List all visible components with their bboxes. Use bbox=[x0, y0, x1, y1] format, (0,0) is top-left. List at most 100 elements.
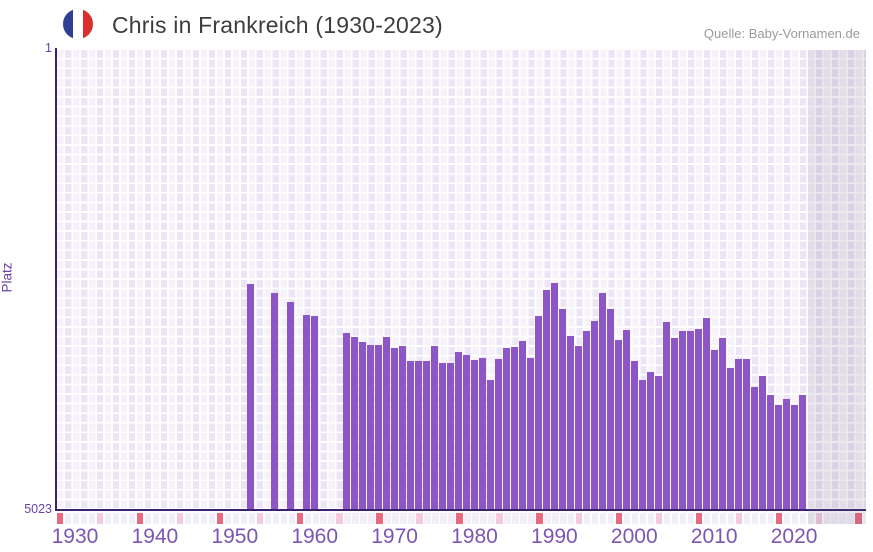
strip-cell-2012 bbox=[727, 513, 735, 524]
strip-cell-1973 bbox=[416, 513, 423, 524]
bar-1996[interactable] bbox=[598, 293, 606, 509]
bar-1973[interactable] bbox=[415, 361, 423, 509]
bar-1971[interactable] bbox=[399, 345, 407, 509]
bar-2013[interactable] bbox=[734, 358, 742, 509]
bar-2016[interactable] bbox=[758, 375, 766, 509]
bar-1952[interactable] bbox=[247, 284, 255, 509]
bar-2018[interactable] bbox=[774, 404, 782, 509]
bar-2009[interactable] bbox=[702, 317, 710, 509]
strip-cell-1957 bbox=[288, 513, 296, 524]
bar-1993[interactable] bbox=[574, 345, 582, 509]
bar-2006[interactable] bbox=[678, 330, 686, 509]
strip-cell-1969 bbox=[384, 513, 391, 524]
strip-cell-1953 bbox=[256, 513, 264, 524]
strip-cell-1959 bbox=[304, 513, 311, 524]
bar-1998[interactable] bbox=[614, 339, 622, 509]
bar-1970[interactable] bbox=[391, 348, 399, 509]
bar-2019[interactable] bbox=[782, 398, 790, 509]
strip-cell-1958 bbox=[296, 513, 304, 524]
bar-2004[interactable] bbox=[662, 322, 670, 509]
bar-2001[interactable] bbox=[638, 380, 646, 509]
bar-1972[interactable] bbox=[407, 360, 415, 509]
strip-cell-1937 bbox=[128, 513, 136, 524]
strip-cell-1955 bbox=[272, 513, 280, 524]
bar-1967[interactable] bbox=[367, 344, 375, 509]
x-tick-1930: 1930 bbox=[51, 525, 99, 548]
strip-cell-1930 bbox=[72, 513, 80, 524]
bar-1980[interactable] bbox=[470, 359, 478, 509]
bar-2010[interactable] bbox=[710, 350, 718, 509]
bar-2017[interactable] bbox=[766, 395, 774, 509]
bar-1978[interactable] bbox=[455, 352, 462, 509]
bar-1960[interactable] bbox=[311, 315, 319, 509]
bar-1997[interactable] bbox=[606, 309, 614, 509]
strip-cell-1938 bbox=[136, 513, 144, 524]
bar-1981[interactable] bbox=[478, 358, 486, 509]
strip-cell-1995 bbox=[591, 513, 599, 524]
bar-2011[interactable] bbox=[718, 338, 726, 509]
strip-cell-2016 bbox=[759, 513, 767, 524]
strip-cell-2005 bbox=[671, 513, 679, 524]
strip-cell-1989 bbox=[544, 513, 551, 524]
bar-1995[interactable] bbox=[590, 321, 598, 509]
bar-2000[interactable] bbox=[630, 360, 638, 509]
bar-1982[interactable] bbox=[486, 379, 494, 509]
bar-2014[interactable] bbox=[742, 359, 750, 509]
y-tick-top: 1 bbox=[45, 41, 52, 55]
bar-1955[interactable] bbox=[271, 293, 279, 509]
bar-1991[interactable] bbox=[558, 309, 566, 509]
france-flag-icon bbox=[63, 9, 93, 39]
bar-1975[interactable] bbox=[431, 345, 439, 509]
strip-cell-1971 bbox=[400, 513, 407, 524]
x-tick-2010: 2010 bbox=[690, 525, 738, 548]
bar-1977[interactable] bbox=[447, 363, 454, 509]
bar-1974[interactable] bbox=[423, 360, 431, 509]
bar-1979[interactable] bbox=[462, 355, 470, 509]
bar-1959[interactable] bbox=[303, 315, 311, 509]
bar-1957[interactable] bbox=[287, 301, 295, 509]
strip-cell-1932 bbox=[88, 513, 96, 524]
strip-cell-1943 bbox=[176, 513, 184, 524]
bar-1989[interactable] bbox=[542, 289, 550, 509]
bar-2012[interactable] bbox=[726, 367, 734, 509]
strip-cell-2022 bbox=[807, 513, 815, 524]
strip-cell-2021 bbox=[799, 513, 807, 524]
strip-cell-1945 bbox=[192, 513, 200, 524]
bar-1992[interactable] bbox=[566, 336, 574, 509]
bar-1969[interactable] bbox=[383, 337, 391, 509]
bar-1985[interactable] bbox=[510, 347, 518, 509]
bar-2003[interactable] bbox=[654, 375, 662, 509]
strip-cell-1983 bbox=[496, 513, 503, 524]
x-tick-2020: 2020 bbox=[770, 525, 818, 548]
bar-2008[interactable] bbox=[694, 328, 702, 509]
bar-2015[interactable] bbox=[750, 386, 758, 509]
bar-2002[interactable] bbox=[646, 371, 654, 509]
x-tick-1960: 1960 bbox=[291, 525, 339, 548]
bar-2005[interactable] bbox=[670, 337, 678, 509]
bar-1983[interactable] bbox=[494, 359, 502, 509]
bar-1987[interactable] bbox=[526, 358, 534, 509]
strip-cell-2014 bbox=[743, 513, 751, 524]
x-tick-1970: 1970 bbox=[371, 525, 418, 548]
bar-1986[interactable] bbox=[518, 341, 526, 509]
bar-2020[interactable] bbox=[790, 404, 798, 509]
bar-1984[interactable] bbox=[502, 348, 510, 509]
bar-1990[interactable] bbox=[550, 283, 558, 509]
strip-cell-1928 bbox=[57, 513, 64, 524]
bar-1976[interactable] bbox=[439, 362, 447, 509]
strip-cell-2024 bbox=[823, 513, 830, 524]
bar-1988[interactable] bbox=[534, 316, 542, 509]
strip-cell-2001 bbox=[639, 513, 647, 524]
bar-1966[interactable] bbox=[359, 342, 367, 509]
bar-2021[interactable] bbox=[798, 395, 806, 509]
bar-1994[interactable] bbox=[582, 330, 590, 509]
strip-cell-1946 bbox=[200, 513, 208, 524]
bar-1999[interactable] bbox=[622, 329, 630, 509]
bar-1964[interactable] bbox=[343, 333, 351, 509]
bar-2007[interactable] bbox=[686, 330, 694, 509]
strip-cell-1936 bbox=[120, 513, 128, 524]
strip-cell-1948 bbox=[216, 513, 224, 524]
x-axis-line bbox=[55, 509, 866, 511]
bar-1965[interactable] bbox=[351, 337, 359, 509]
bar-1968[interactable] bbox=[375, 344, 383, 509]
